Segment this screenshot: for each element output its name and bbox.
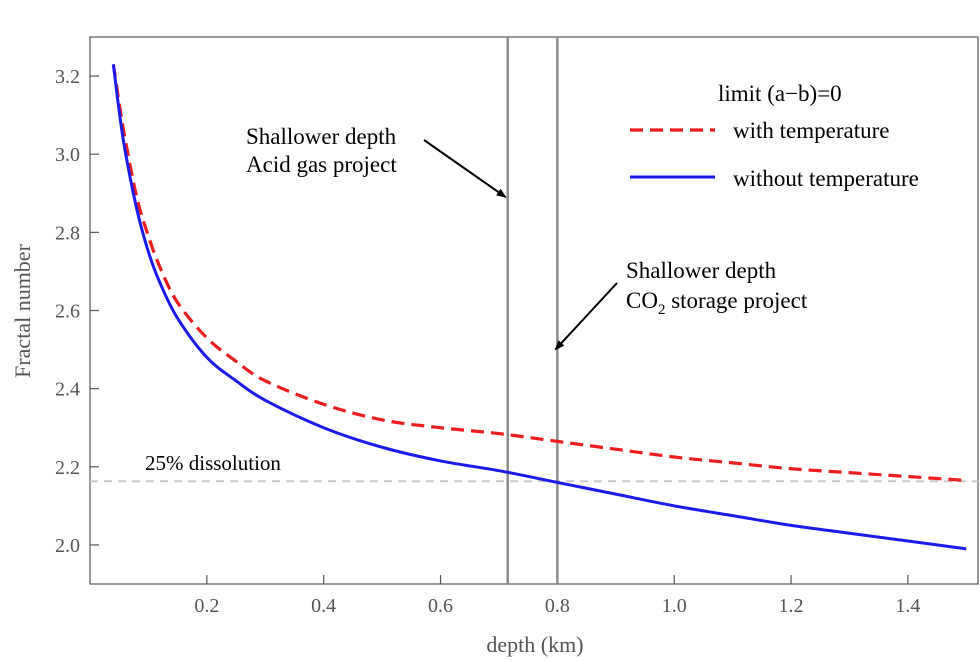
y-tick-label: 2.2 — [55, 457, 80, 479]
series-without-temperature — [111, 64, 967, 551]
y-tick-label: 2.0 — [55, 535, 80, 557]
x-tick-label: 1.4 — [895, 595, 920, 617]
x-tick-label: 0.8 — [545, 595, 570, 617]
annotation-co2-subscript: 2 — [658, 302, 666, 318]
y-tick-label: 2.6 — [55, 301, 80, 323]
annotation-co2-line1: Shallower depth — [626, 258, 777, 283]
annotation-co2-arrow — [554, 282, 618, 351]
x-tick-label: 1.0 — [662, 595, 687, 617]
legend-title: limit (a−b)=0 — [718, 81, 842, 106]
x-tick-label: 0.4 — [311, 595, 336, 617]
annotation-acid-gas-arrow — [423, 139, 507, 199]
legend-label-with-temperature: with temperature — [733, 118, 889, 143]
annotation-co2-suffix: storage project — [665, 288, 807, 313]
series-with-temperature — [111, 64, 967, 483]
annotation-co2-prefix: CO — [626, 288, 658, 313]
y-tick-label: 3.2 — [55, 66, 80, 88]
y-axis-ticks: 2.0 2.2 2.4 2.6 2.8 3.0 3.2 — [55, 66, 99, 557]
y-tick-label: 2.8 — [55, 222, 80, 244]
legend: limit (a−b)=0 with temperature without t… — [630, 81, 919, 191]
x-axis-ticks: 0.2 0.4 0.6 0.8 1.0 1.2 1.4 — [194, 575, 920, 617]
y-tick-label: 2.4 — [55, 379, 80, 401]
x-axis-label: depth (km) — [486, 632, 583, 657]
x-tick-label: 0.2 — [194, 595, 219, 617]
x-tick-label: 0.6 — [428, 595, 453, 617]
reference-line-label: 25% dissolution — [145, 451, 281, 475]
y-tick-label: 3.0 — [55, 144, 80, 166]
annotation-acid-gas-line2: Acid gas project — [246, 152, 397, 177]
y-axis-label: Fractal number — [10, 243, 35, 377]
legend-label-without-temperature: without temperature — [733, 166, 919, 191]
annotation-co2-line2: CO2 storage project — [626, 288, 808, 318]
annotation-acid-gas-line1: Shallower depth — [246, 124, 397, 149]
x-tick-label: 1.2 — [779, 595, 804, 617]
